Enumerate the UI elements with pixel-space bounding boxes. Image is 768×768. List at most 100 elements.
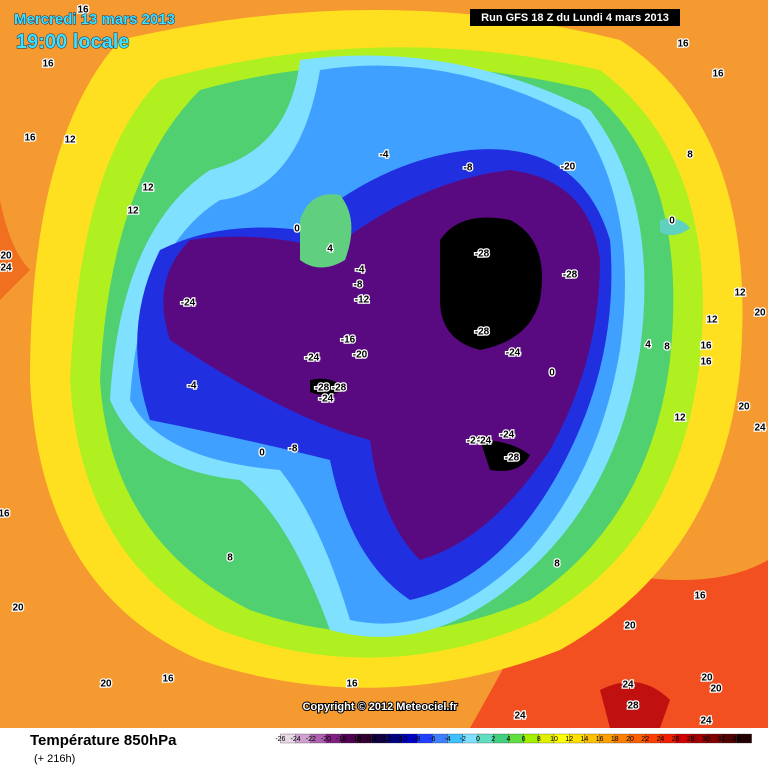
scale-label: 32: [717, 736, 725, 743]
contour-label: 4: [645, 340, 651, 351]
contour-label: 16: [346, 679, 358, 690]
contour-label: 8: [227, 553, 233, 564]
contour-label: 24: [754, 423, 766, 434]
contour-label: -12: [355, 295, 370, 306]
scale-label: -10: [397, 736, 407, 743]
scale-label: 30: [702, 736, 710, 743]
scale-label: 34: [733, 736, 741, 743]
scale-label: -8: [414, 736, 420, 743]
scale-label: -24: [291, 736, 301, 743]
scale-label: -26: [275, 736, 285, 743]
scale-label: 8: [537, 736, 541, 743]
copyright: Copyright © 2012 Meteociel.fr: [303, 701, 459, 713]
contour-label: 20: [710, 684, 722, 695]
scale-label: -14: [367, 736, 377, 743]
contour-label: -24: [319, 394, 334, 405]
local-time: 19:00 locale: [16, 31, 129, 53]
contour-label: -8: [464, 163, 473, 174]
date: Mercredi 13 mars 2013: [14, 11, 175, 28]
contour-label: -8: [289, 444, 298, 455]
contour-label: -28: [475, 327, 490, 338]
contour-label: 8: [687, 150, 693, 161]
contour-label: -28: [315, 383, 330, 394]
scale-label: -20: [321, 736, 331, 743]
scale-label: 6: [522, 736, 526, 743]
contour-label: -28: [563, 270, 578, 281]
contour-label: 0: [549, 368, 555, 379]
contour-label: 16: [700, 341, 712, 352]
contour-label: -28: [505, 453, 520, 464]
run-info: Run GFS 18 Z du Lundi 4 mars 2013: [481, 12, 669, 24]
contour-label: 12: [734, 288, 746, 299]
contour-label: 16: [77, 5, 89, 16]
contour-label: 12: [142, 183, 154, 194]
scale-label: 0: [476, 736, 480, 743]
scale-swatch: [736, 733, 752, 744]
scale-label: 4: [506, 736, 510, 743]
contour-label: 24: [700, 716, 712, 727]
contour-label: 16: [0, 509, 10, 520]
scale-label: 20: [626, 736, 634, 743]
contour-label: -28: [332, 383, 347, 394]
contour-label: 16: [700, 357, 712, 368]
contour-label: 12: [127, 206, 139, 217]
contour-label: 0: [669, 216, 675, 227]
scale-label: -12: [382, 736, 392, 743]
scale-label: 10: [550, 736, 558, 743]
scale-label: -22: [306, 736, 316, 743]
contour-label: 24: [514, 711, 526, 722]
contour-label: 0: [294, 224, 300, 235]
scale-label: 24: [657, 736, 665, 743]
scale-label: -4: [444, 736, 450, 743]
scale-label: -6: [429, 736, 435, 743]
contour-label: -20: [353, 350, 368, 361]
color-scale: -26 -24 -22 -20 -18 -16 -14 -12 -10 -8 -6 -4 -2 0 2 4 6 8…: [275, 733, 752, 744]
scale-label: -2: [460, 736, 466, 743]
contour-label: 12: [674, 413, 686, 424]
forecast-lead: (+ 216h): [34, 753, 75, 765]
scale-label: 26: [672, 736, 680, 743]
contour-label: -8: [354, 280, 363, 291]
contour-label: 20: [738, 402, 750, 413]
temperature-field: [0, 10, 768, 728]
contour-label: -24: [181, 298, 196, 309]
contour-label: -24: [506, 348, 521, 359]
contour-label: -24: [467, 436, 482, 447]
contour-label: 16: [162, 674, 174, 685]
scale-label: 2: [491, 736, 495, 743]
contour-label: 20: [0, 251, 12, 262]
contour-label: -28: [475, 249, 490, 260]
contour-label: 20: [754, 308, 766, 319]
contour-label: 12: [64, 135, 76, 146]
contour-label: 16: [694, 591, 706, 602]
scale-label: 16: [596, 736, 604, 743]
scale-label: -16: [351, 736, 361, 743]
contour-label: 20: [701, 673, 713, 684]
contour-label: 20: [12, 603, 24, 614]
scale-label: 22: [641, 736, 649, 743]
contour-label: -16: [341, 335, 356, 346]
scale-label: 28: [687, 736, 695, 743]
scale-label: 18: [611, 736, 619, 743]
contour-label: 24: [0, 263, 12, 274]
contour-label: 20: [624, 621, 636, 632]
contour-label: -4: [380, 150, 389, 161]
contour-label: 8: [554, 559, 560, 570]
contour-label: -4: [356, 265, 365, 276]
contour-label: 16: [677, 39, 689, 50]
contour-label: 12: [706, 315, 718, 326]
run-box: [470, 9, 680, 26]
contour-label: 4: [327, 244, 333, 255]
contour-label: 16: [24, 133, 36, 144]
footer-title: Température 850hPa: [30, 732, 177, 749]
contour-label: 0: [259, 448, 265, 459]
scale-label: 12: [565, 736, 573, 743]
contour-label: -24: [500, 430, 515, 441]
contour-label: 8: [664, 342, 670, 353]
contour-label: -24: [305, 353, 320, 364]
contour-label: -20: [561, 162, 576, 173]
contour-label: -4: [188, 381, 197, 392]
contour-label: 24: [622, 680, 634, 691]
